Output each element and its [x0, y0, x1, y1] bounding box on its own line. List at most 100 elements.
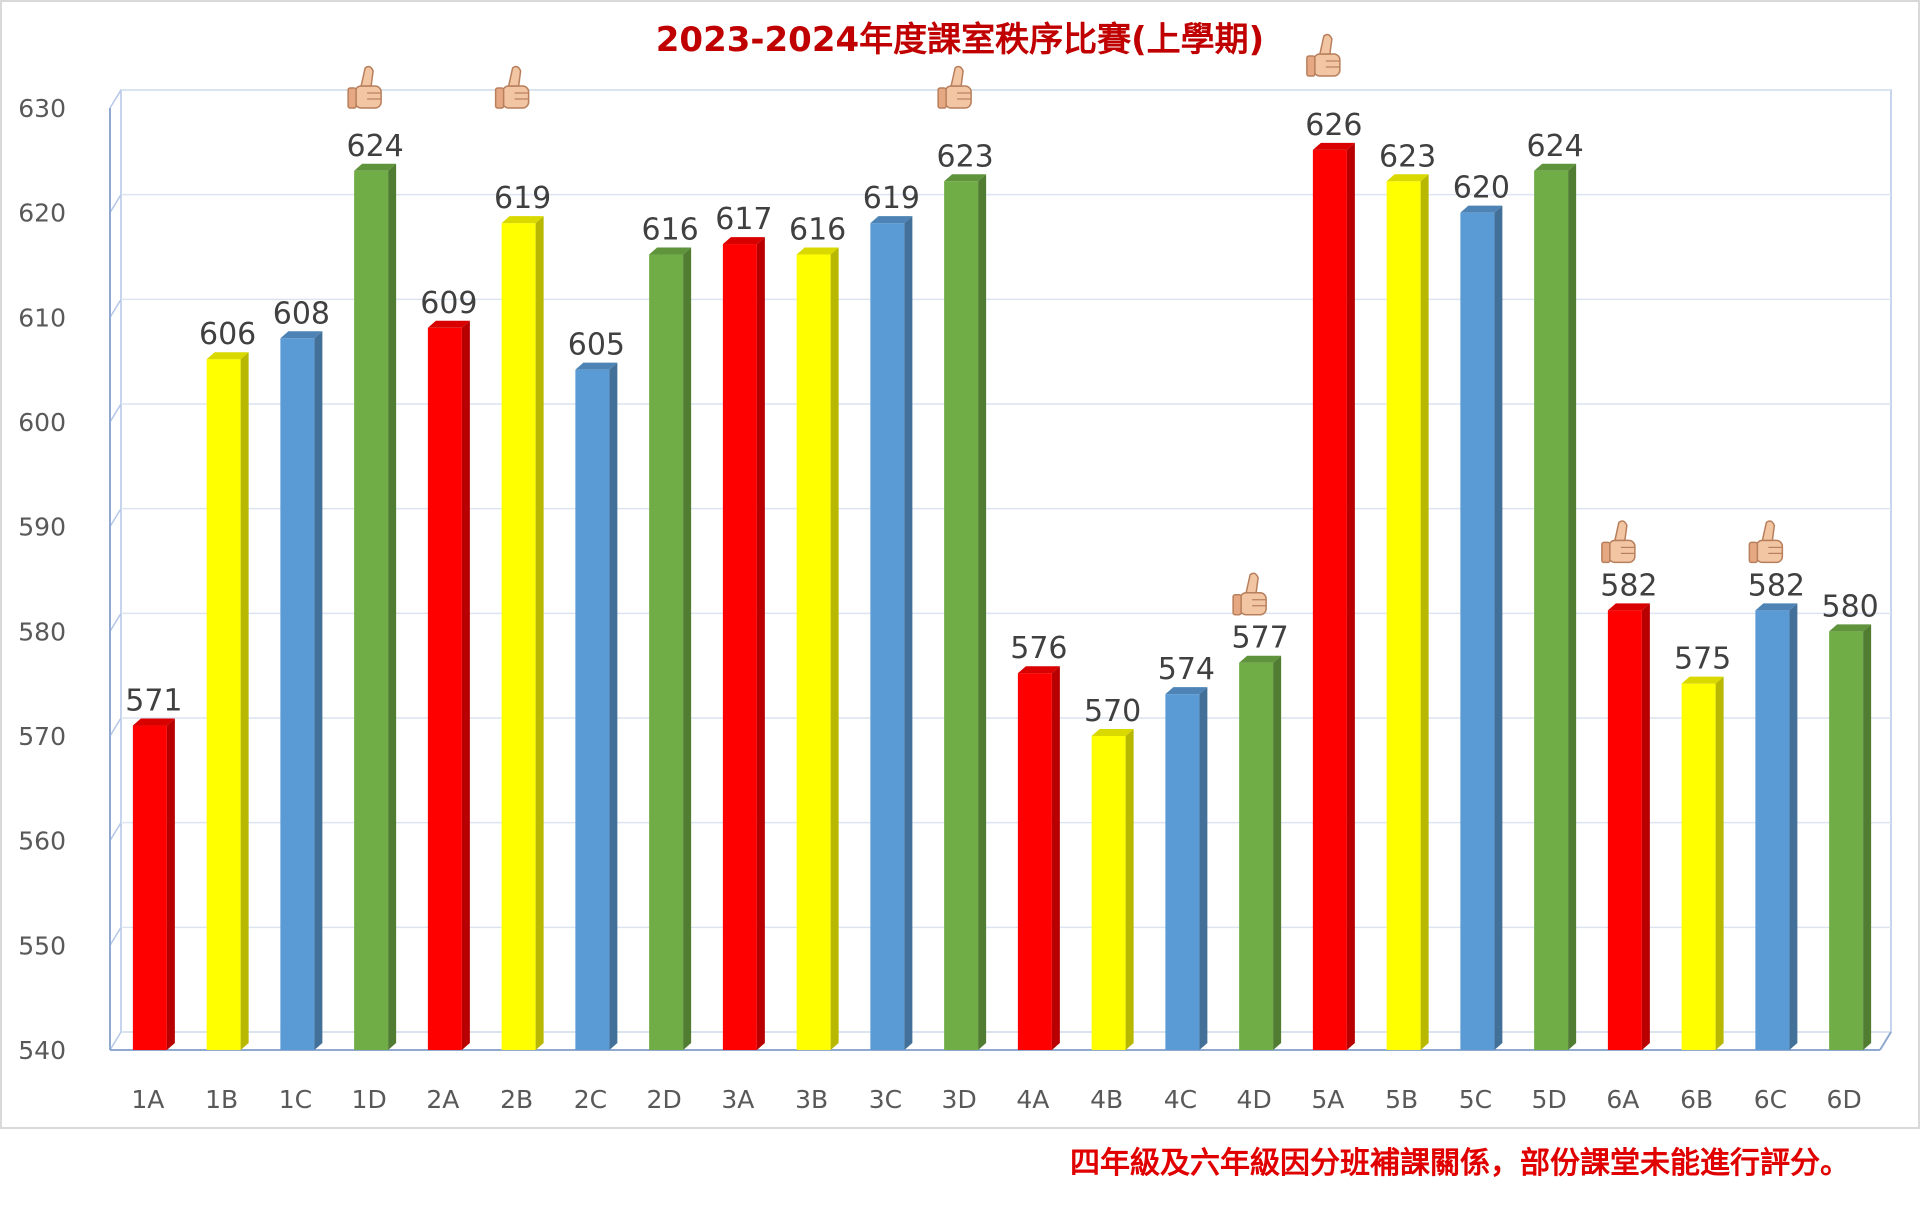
y-tick-label: 540 [18, 1036, 66, 1065]
x-tick-label: 5A [1311, 1085, 1344, 1114]
bar [1386, 181, 1421, 1050]
bar-side [1420, 174, 1429, 1050]
bar [575, 369, 610, 1051]
data-label: 624 [1526, 129, 1583, 164]
y-tick-label: 610 [18, 303, 66, 332]
x-tick-label: 4B [1090, 1085, 1123, 1114]
bar-top [722, 237, 765, 245]
bar-side [904, 216, 913, 1051]
bar [1681, 683, 1716, 1050]
data-label: 623 [1379, 139, 1436, 174]
x-tick-label: 2D [647, 1085, 682, 1114]
gridline-side [109, 926, 122, 946]
x-tick-label: 5B [1385, 1085, 1418, 1114]
y-tick-label: 630 [18, 94, 66, 123]
bar-side [1494, 205, 1503, 1050]
data-label: 606 [199, 317, 256, 352]
bar [1312, 149, 1347, 1050]
bar-top [1091, 729, 1134, 736]
y-tick-label: 560 [18, 827, 66, 856]
bar [722, 244, 757, 1051]
bar-side [1273, 655, 1282, 1050]
gridline-side [109, 717, 122, 737]
bar [354, 170, 389, 1051]
bar [1239, 662, 1274, 1050]
bar-top [575, 362, 618, 370]
data-label: 616 [641, 213, 698, 248]
bar [1460, 212, 1495, 1050]
thumbs-up-icon [1601, 520, 1636, 564]
bar-top [1534, 163, 1577, 171]
footnote: 四年級及六年級因分班補課關係，部份課堂未能進行評分。 [1070, 1146, 1850, 1181]
x-tick-label: 3B [795, 1085, 828, 1114]
data-label: 570 [1084, 694, 1141, 729]
x-tick-label: 3A [721, 1085, 754, 1114]
bar [944, 181, 979, 1050]
bar-top [1386, 174, 1429, 182]
gridline-side [109, 822, 122, 842]
gridline-side [109, 508, 122, 528]
bar [796, 254, 831, 1051]
y-tick-label: 550 [18, 931, 66, 960]
bar [1017, 673, 1052, 1050]
bar-side [1715, 676, 1724, 1050]
bar-side [1051, 666, 1060, 1050]
data-label: 624 [346, 129, 403, 164]
bar [1165, 694, 1200, 1050]
x-tick-label: 2B [500, 1085, 533, 1114]
bar-top [206, 352, 249, 360]
data-label: 616 [789, 213, 846, 248]
bar-side [314, 331, 323, 1050]
x-tick-label: 4D [1237, 1085, 1272, 1114]
x-tick-label: 4C [1164, 1085, 1197, 1114]
bar-chart: 540 550 560 570 580 590 600 610 620 630 571 1A 606 1B… [18, 33, 1892, 1114]
bar-side [1568, 163, 1577, 1051]
thumbs-up-icon [494, 65, 530, 109]
x-tick-label: 6A [1606, 1085, 1639, 1114]
bar-top [427, 320, 470, 328]
bar [1534, 170, 1569, 1051]
x-tick-label: 6D [1827, 1085, 1862, 1114]
bar-top [1017, 666, 1060, 674]
bar-side [1789, 603, 1798, 1050]
thumbs-up-icon [1748, 520, 1784, 564]
data-label: 582 [1748, 568, 1805, 603]
x-tick-label: 6B [1680, 1085, 1713, 1114]
x-axis-side [1879, 1031, 1892, 1051]
data-label: 571 [125, 684, 182, 719]
thumbs-up-icon [937, 65, 972, 109]
data-label: 626 [1305, 108, 1362, 143]
bar-side [535, 216, 544, 1051]
bar-top [796, 247, 839, 255]
bar-side [240, 352, 249, 1050]
bar-side [388, 163, 397, 1051]
bar [649, 254, 684, 1051]
data-label: 609 [420, 286, 477, 321]
bar-side [830, 247, 839, 1051]
y-tick-label: 590 [18, 513, 66, 542]
data-label: 577 [1231, 621, 1288, 656]
x-tick-label: 3C [869, 1085, 902, 1114]
data-label: 605 [568, 328, 625, 363]
x-tick-label: 3D [942, 1085, 977, 1114]
gridline-side [109, 612, 122, 632]
bar-top [870, 216, 913, 224]
data-label: 619 [863, 181, 920, 216]
y-tick-label: 580 [18, 617, 66, 646]
thumbs-up-icon [1306, 33, 1341, 77]
bar-side [756, 237, 765, 1051]
bar-side [1641, 603, 1650, 1050]
bar-top [354, 163, 397, 171]
y-tick-label: 570 [18, 722, 66, 751]
bar-side [1346, 142, 1355, 1050]
data-label: 620 [1453, 171, 1510, 206]
y-tick-label: 620 [18, 199, 66, 228]
bar-top [1681, 676, 1724, 684]
bar-top [1607, 603, 1650, 611]
data-label: 575 [1674, 642, 1731, 677]
bar-side [166, 718, 175, 1050]
x-tick-label: 1A [131, 1085, 164, 1114]
bar-top [1239, 655, 1282, 663]
bar-side [978, 174, 987, 1050]
bar [132, 725, 167, 1050]
